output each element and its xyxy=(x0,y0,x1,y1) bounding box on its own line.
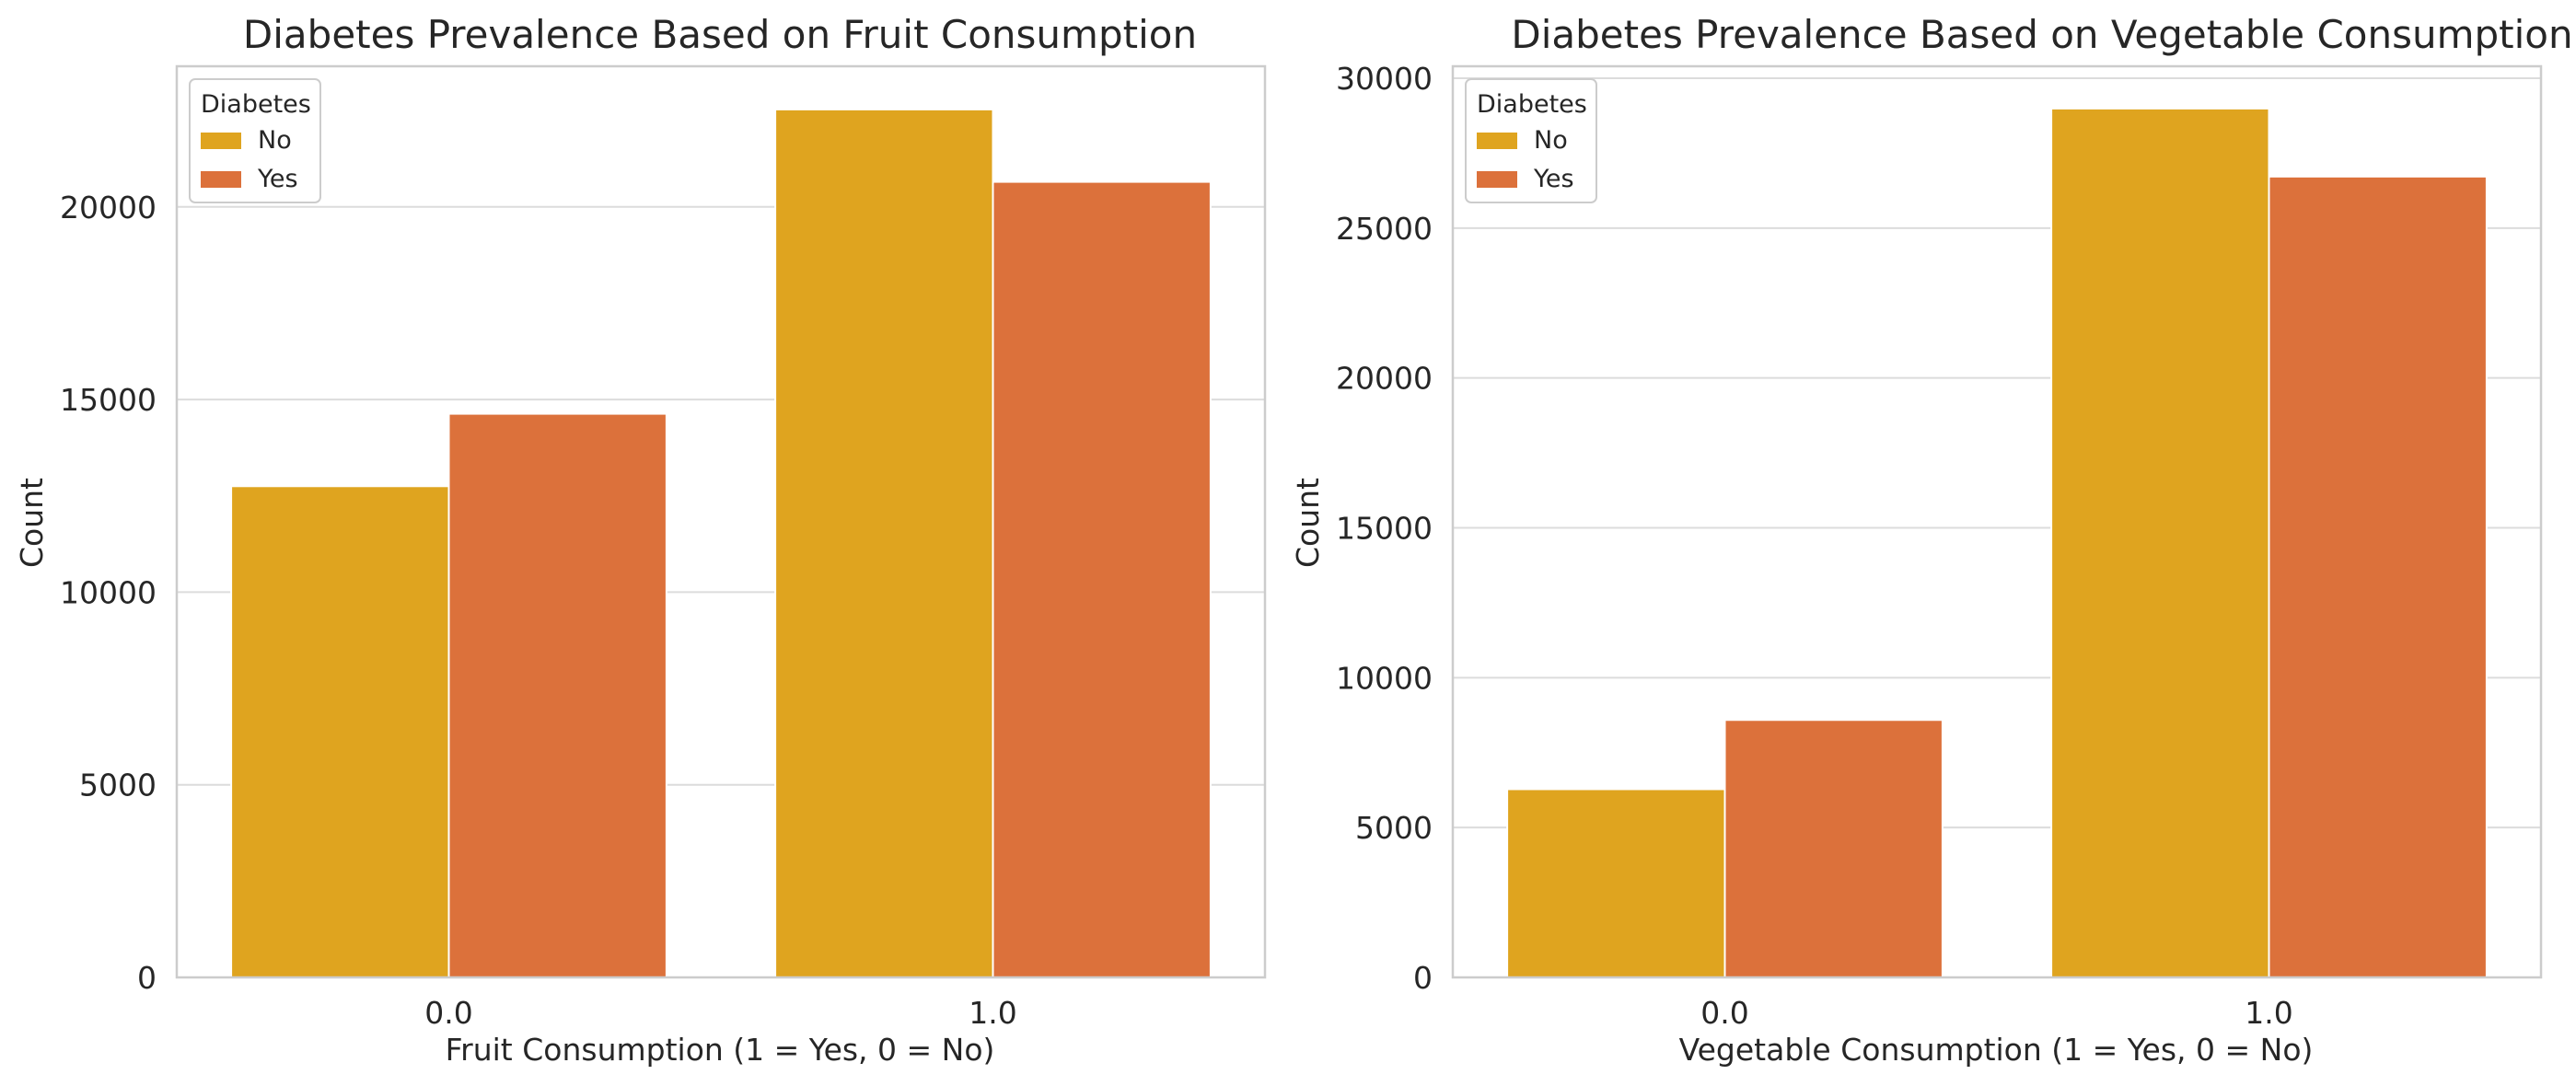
y-tick-label: 0 xyxy=(137,960,157,996)
legend: Diabetes No Yes xyxy=(189,78,321,203)
legend-title: Diabetes xyxy=(201,90,311,119)
bar-no xyxy=(1506,788,1726,978)
y-tick-label: 30000 xyxy=(1336,61,1433,97)
y-tick-label: 10000 xyxy=(1336,660,1433,696)
bar-no xyxy=(774,108,994,978)
y-tick-label: 20000 xyxy=(60,190,157,225)
bar-no xyxy=(2050,107,2270,978)
chart-title: Diabetes Prevalence Based on Fruit Consu… xyxy=(243,12,1197,57)
legend-label: No xyxy=(1534,126,1568,155)
y-tick-label: 5000 xyxy=(1355,810,1433,846)
x-axis-label: Fruit Consumption (1 = Yes, 0 = No) xyxy=(446,1032,995,1068)
legend-swatch xyxy=(201,171,241,188)
legend-swatch xyxy=(1477,133,1517,149)
legend-label: No xyxy=(258,126,292,155)
y-tick-label: 15000 xyxy=(1336,511,1433,547)
y-tick-label: 20000 xyxy=(1336,361,1433,397)
x-axis-label: Vegetable Consumption (1 = Yes, 0 = No) xyxy=(1679,1032,2314,1068)
x-tick-label: 0.0 xyxy=(1700,995,1748,1031)
legend-swatch xyxy=(201,133,241,149)
legend: Diabetes No Yes xyxy=(1465,78,1597,203)
legend-title: Diabetes xyxy=(1477,90,1587,119)
y-tick-label: 15000 xyxy=(60,382,157,418)
y-tick-label: 5000 xyxy=(79,768,157,803)
plot-frame xyxy=(1451,64,2543,979)
legend-swatch xyxy=(1477,171,1517,188)
chart-title: Diabetes Prevalence Based on Vegetable C… xyxy=(1511,12,2572,57)
y-tick-label: 25000 xyxy=(1336,211,1433,247)
y-tick-label: 0 xyxy=(1413,960,1433,996)
plot-frame xyxy=(175,64,1267,979)
fruit-chart: Diabetes Prevalence Based on Fruit Consu… xyxy=(14,12,1267,1068)
legend-label: Yes xyxy=(1533,165,1574,193)
bar-yes xyxy=(992,180,1212,978)
y-axis-label: Count xyxy=(1290,478,1326,568)
bar-no xyxy=(230,485,450,978)
y-tick-label: 10000 xyxy=(60,574,157,610)
x-tick-label: 1.0 xyxy=(2245,995,2292,1031)
x-tick-label: 0.0 xyxy=(424,995,472,1031)
bar-yes xyxy=(2268,175,2488,978)
bar-yes xyxy=(447,412,667,978)
bar-yes xyxy=(1723,719,1944,979)
x-tick-label: 1.0 xyxy=(969,995,1016,1031)
vegetable-chart: Diabetes Prevalence Based on Vegetable C… xyxy=(1290,12,2573,1068)
y-axis-label: Count xyxy=(14,478,50,568)
legend-label: Yes xyxy=(257,165,298,193)
